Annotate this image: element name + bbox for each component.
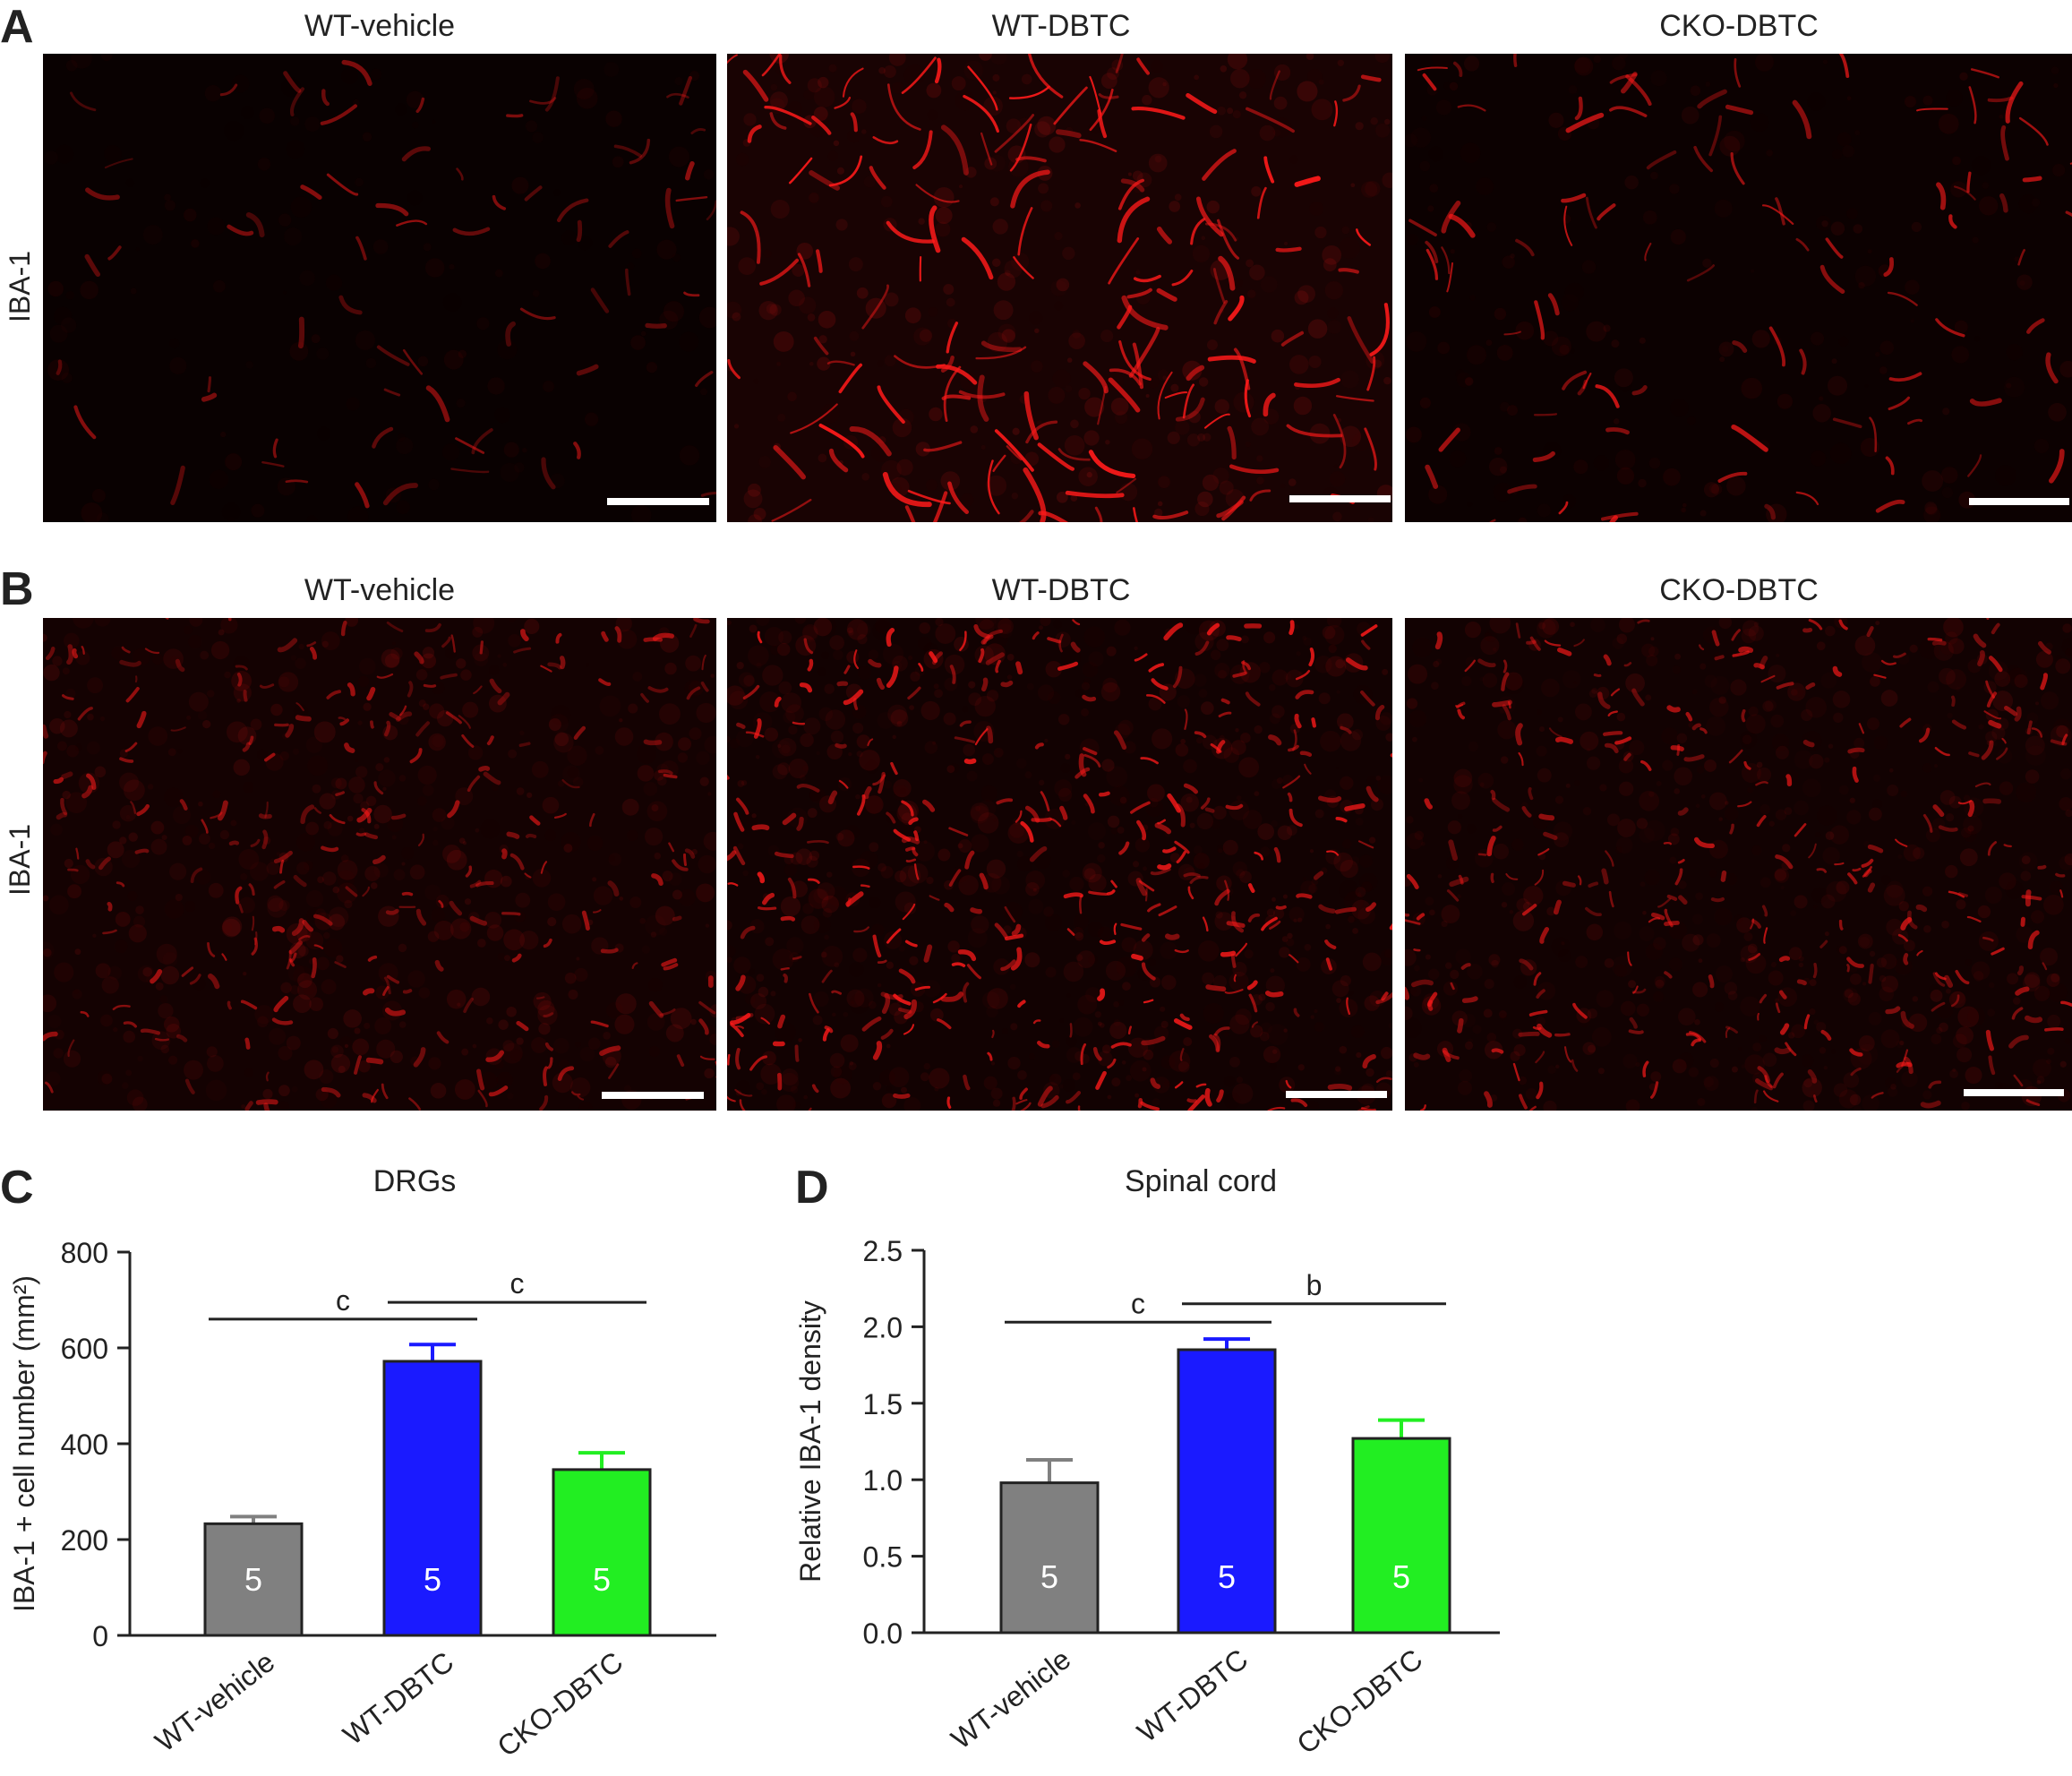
y-tick-label: 600 (61, 1333, 108, 1365)
bar-n-label: 5 (593, 1561, 611, 1598)
y-tick-label: 0 (92, 1620, 108, 1652)
y-tick-label: 200 (61, 1524, 108, 1557)
panel-b-title-3: CKO-DBTC (1659, 573, 1819, 607)
scale-bar (1969, 498, 2069, 505)
bar-n-label: 5 (244, 1561, 262, 1598)
scale-bar (607, 498, 709, 505)
bar (1177, 1348, 1277, 1634)
micrograph-b-wt-dbtc-stain (727, 618, 1392, 1111)
bar (1351, 1437, 1451, 1634)
panel-b-letter: B (0, 563, 34, 615)
micrograph-b-cko-dbtc-stain (1405, 618, 2072, 1111)
x-tick-label: CKO-DBTC (1290, 1643, 1428, 1760)
y-tick-label: 1.5 (863, 1388, 903, 1420)
micrograph-a-wt-vehicle (43, 54, 716, 522)
bar-n-label: 5 (1218, 1558, 1236, 1595)
y-tick-label: 1.0 (863, 1464, 903, 1497)
bar (552, 1468, 652, 1637)
scale-bar (602, 1092, 704, 1099)
significance-label: c (336, 1284, 350, 1317)
scale-bar (1289, 495, 1391, 502)
bar-n-label: 5 (424, 1561, 441, 1598)
y-tick-label: 2.5 (863, 1235, 903, 1267)
panel-a-title-2: WT-DBTC (991, 9, 1131, 43)
significance-label: c (1131, 1287, 1145, 1319)
y-tick-label: 2.0 (863, 1311, 903, 1343)
micrograph-b-wt-vehicle-stain (43, 618, 716, 1111)
y-axis-label: IBA-1 + cell number (mm²) (8, 1275, 40, 1612)
bar (999, 1481, 1100, 1634)
x-tick-label: WT-vehicle (945, 1643, 1076, 1755)
micrograph-a-cko-dbtc (1405, 54, 2072, 522)
bar-n-label: 5 (1392, 1558, 1410, 1595)
micrograph-b-cko-dbtc (1405, 618, 2072, 1111)
panel-a-title-3: CKO-DBTC (1659, 9, 1819, 43)
y-tick-label: 800 (61, 1237, 108, 1269)
bar (203, 1522, 304, 1637)
bar (382, 1360, 483, 1637)
chart-title: DRGs (373, 1164, 457, 1198)
micrograph-a-wt-dbtc-stain (727, 54, 1392, 522)
significance-label: b (1306, 1269, 1323, 1301)
micrograph-b-wt-vehicle (43, 618, 716, 1111)
micrograph-a-cko-dbtc-stain (1405, 54, 2072, 522)
bar-n-label: 5 (1040, 1558, 1058, 1595)
micrograph-a-wt-dbtc (727, 54, 1392, 522)
micrograph-b-wt-dbtc (727, 618, 1392, 1111)
significance-label: c (510, 1267, 525, 1300)
scale-bar (1964, 1089, 2064, 1096)
chart-title: Spinal cord (1125, 1164, 1277, 1198)
panel-b-title-1: WT-vehicle (304, 573, 456, 607)
y-tick-label: 400 (61, 1429, 108, 1461)
panel-a-title-1: WT-vehicle (304, 9, 456, 43)
x-tick-label: WT-DBTC (1131, 1643, 1254, 1748)
panel-d-letter: D (795, 1162, 829, 1214)
micrograph-a-wt-vehicle-stain (47, 59, 716, 522)
scale-bar (1286, 1091, 1387, 1098)
panel-a-letter: A (0, 1, 34, 53)
panel-c-letter: C (0, 1162, 34, 1214)
y-axis-label: Relative IBA-1 density (794, 1300, 826, 1583)
y-tick-label: 0.5 (863, 1541, 903, 1574)
y-tick-label: 0.0 (863, 1617, 903, 1650)
panel-b-title-2: WT-DBTC (991, 573, 1131, 607)
